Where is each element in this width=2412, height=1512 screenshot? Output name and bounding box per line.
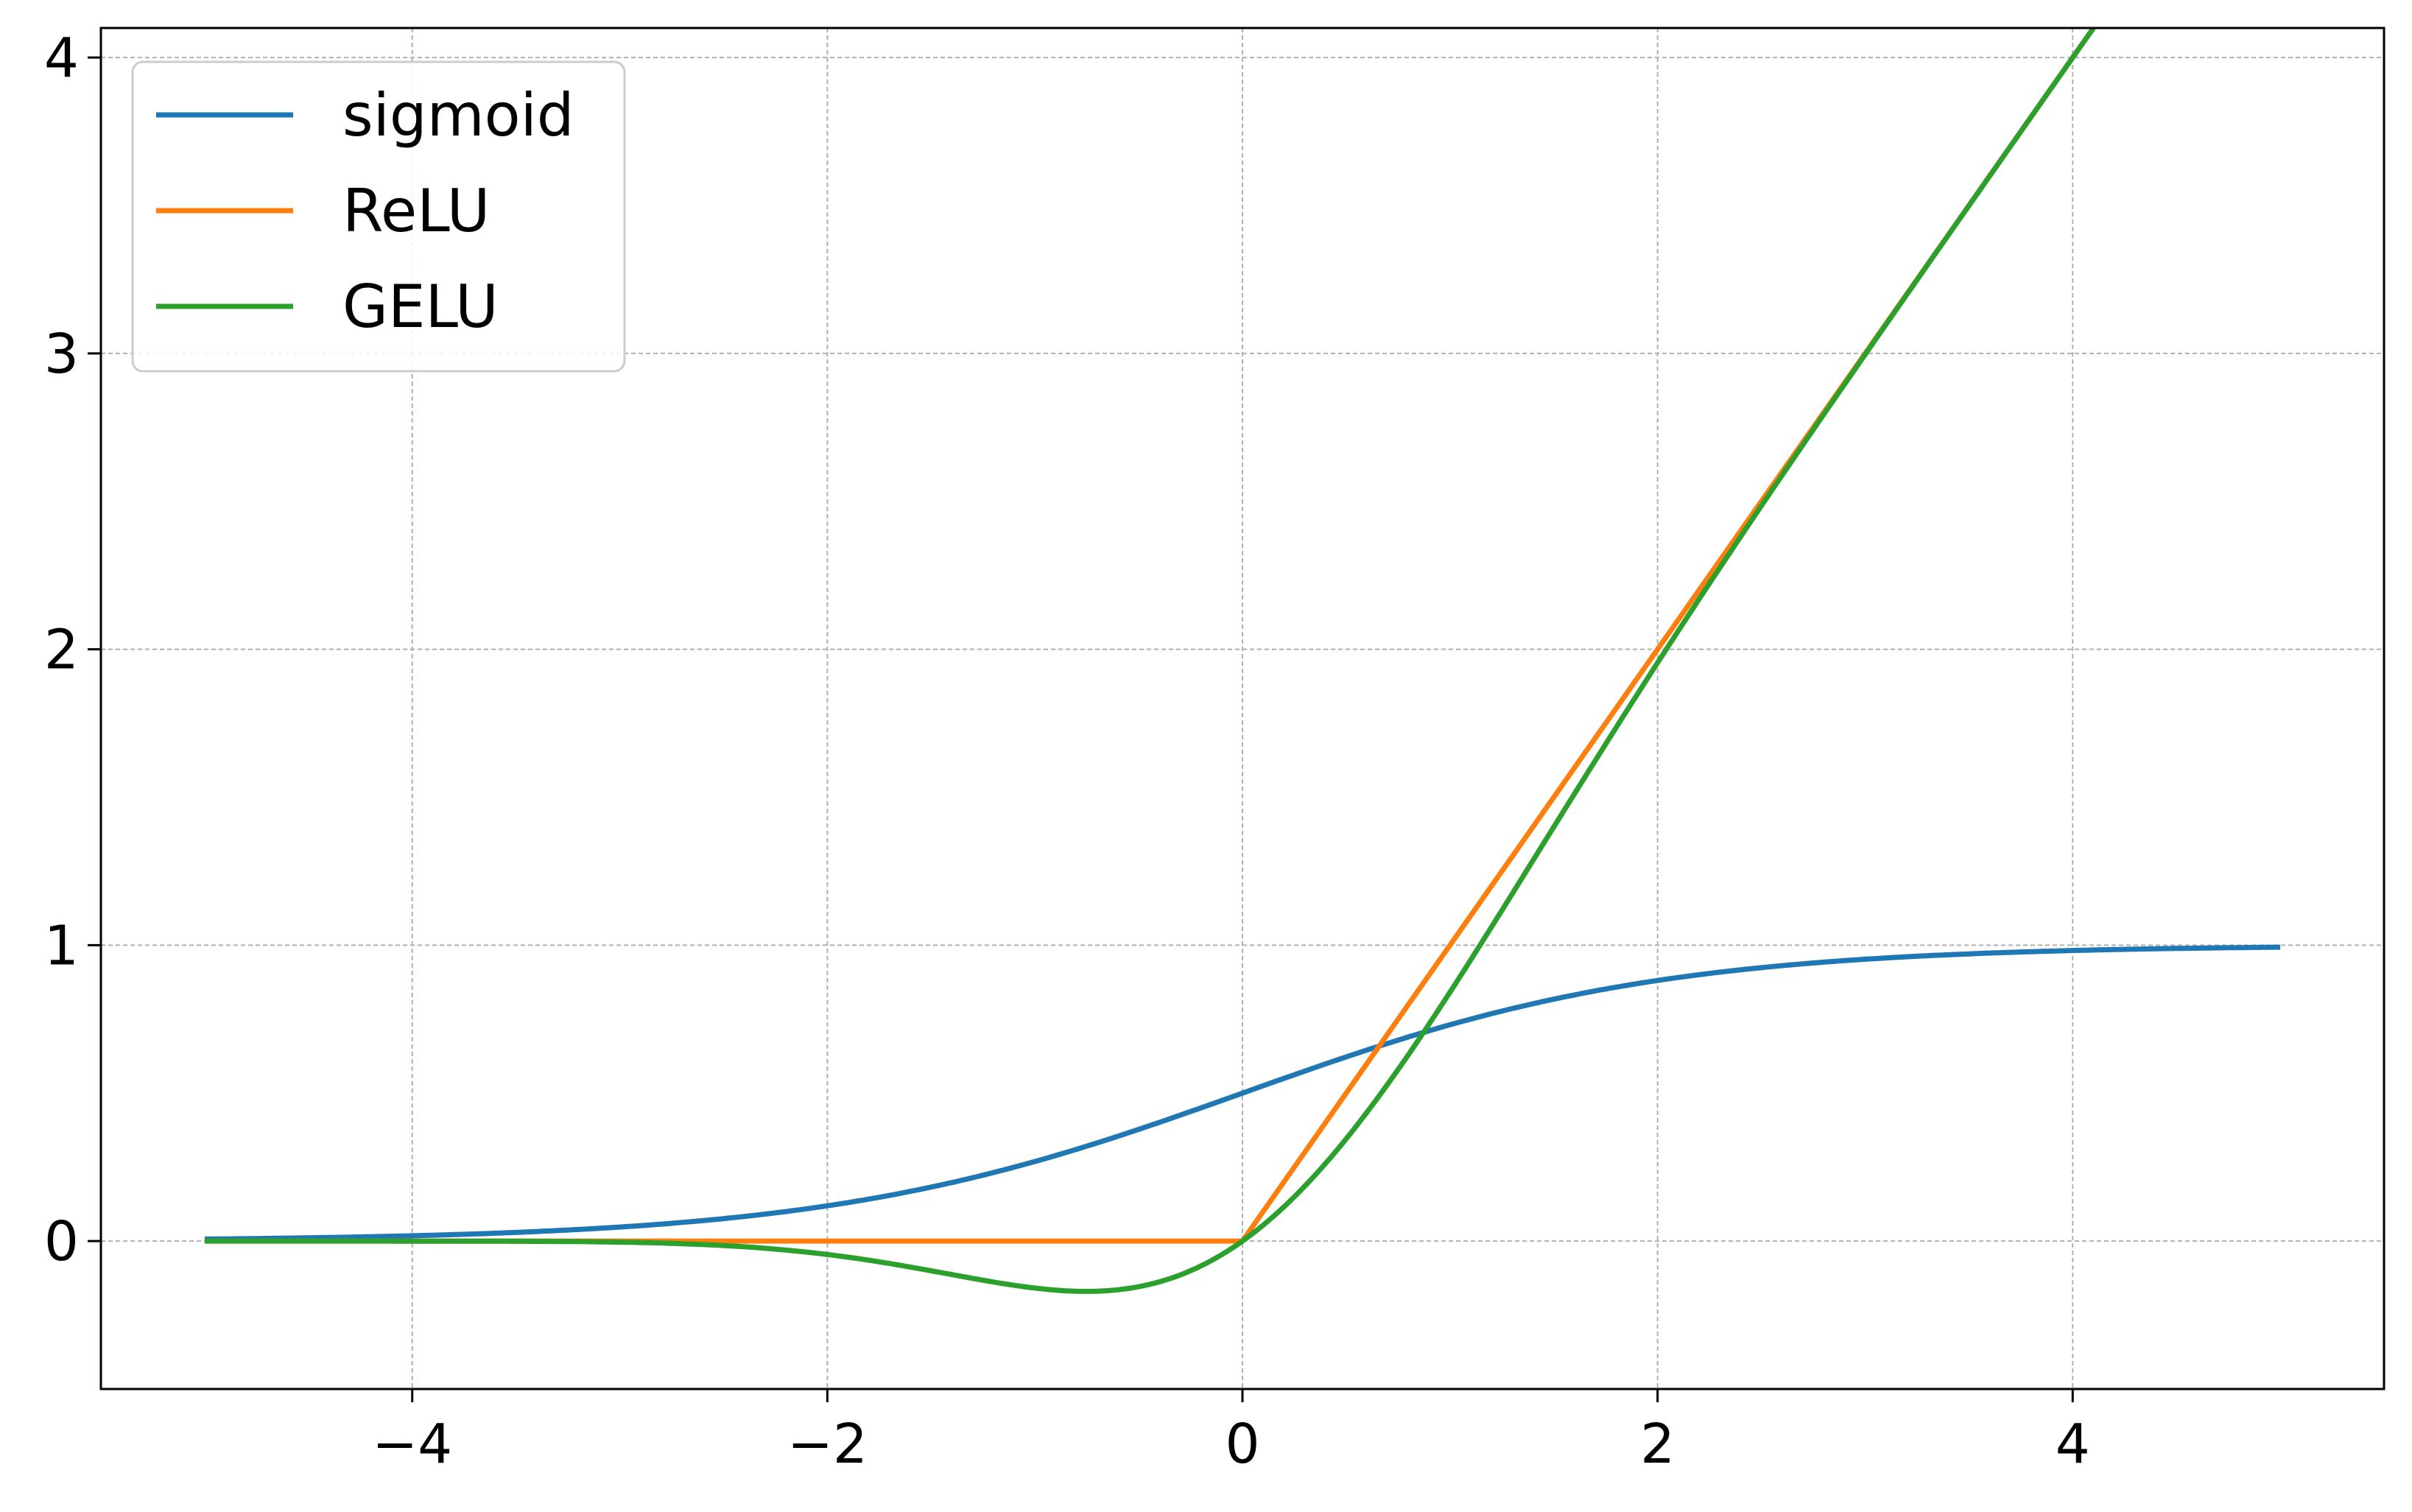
legend-label-sigmoid: sigmoid	[342, 81, 574, 150]
x-tick-label: −4	[372, 1413, 452, 1476]
series-line-gelu	[204, 28, 2097, 1294]
series-line-sigmoid	[204, 944, 2281, 1242]
x-tick-label: 0	[1225, 1413, 1259, 1476]
y-tick-label: 2	[44, 619, 79, 682]
y-tick-label: 1	[44, 914, 79, 977]
series-group	[204, 28, 2281, 1294]
x-tick-label: 2	[1640, 1413, 1675, 1476]
legend-box	[131, 60, 626, 373]
x-tick-label: 4	[2056, 1413, 2090, 1476]
y-tick-label: 3	[44, 323, 79, 386]
ticks: −4 −2 0 2 4 0 1 2 3 4	[44, 27, 2090, 1476]
legend-label-relu: ReLU	[342, 177, 490, 245]
legend: sigmoid ReLU GELU	[131, 60, 626, 373]
x-tick-label: −2	[787, 1413, 868, 1476]
y-tick-label: 4	[44, 27, 79, 90]
y-tick-label: 0	[44, 1210, 79, 1273]
legend-label-gelu: GELU	[342, 272, 499, 341]
